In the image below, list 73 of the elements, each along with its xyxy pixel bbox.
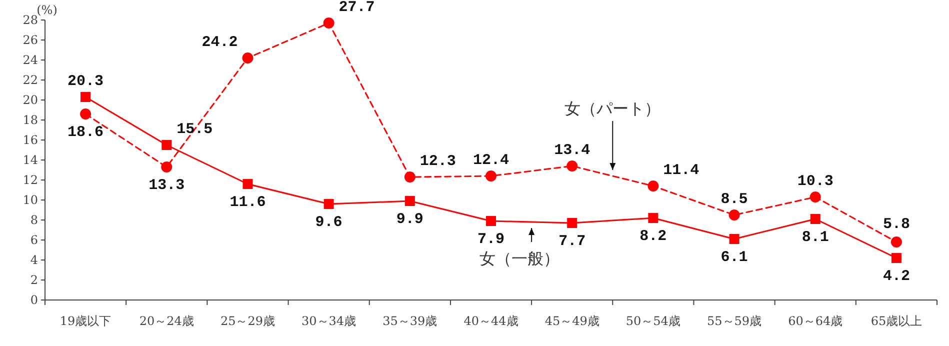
data-label: 27.7 — [338, 0, 375, 16]
data-label: 5.8 — [882, 216, 910, 233]
point — [242, 52, 254, 64]
point — [404, 196, 415, 206]
data-label: 7.7 — [558, 233, 586, 250]
x-tick-label: 60～64歳 — [788, 314, 843, 328]
data-label: 20.3 — [68, 73, 104, 90]
data-label: 11.4 — [663, 162, 700, 179]
data-label: 10.3 — [797, 173, 834, 190]
x-tick-label: 20～24歳 — [139, 314, 194, 328]
x-tick-label: 25～29歳 — [220, 314, 275, 328]
y-tick-label: 10 — [22, 193, 38, 207]
point — [728, 210, 740, 220]
y-axis-title: (%) — [36, 3, 58, 17]
data-label: 12.3 — [420, 153, 456, 170]
data-label: 9.9 — [396, 211, 424, 228]
point — [486, 216, 496, 226]
y-tick-label: 16 — [22, 133, 38, 147]
data-label: 7.9 — [477, 231, 505, 248]
data-label: 6.1 — [720, 249, 748, 266]
y-tick-label: 26 — [22, 33, 38, 47]
point — [486, 170, 496, 182]
point — [404, 172, 416, 182]
data-label: 8.1 — [802, 229, 829, 246]
point — [890, 236, 902, 248]
data-label: 18.6 — [68, 124, 104, 141]
x-tick-label: 19歳以下 — [60, 314, 112, 328]
point — [324, 199, 334, 209]
y-tick-label: 2 — [30, 273, 38, 287]
data-label: 9.6 — [315, 214, 342, 231]
point — [566, 160, 578, 172]
point — [567, 218, 578, 228]
x-tick-label: 55～59歳 — [707, 314, 762, 328]
data-label: 8.2 — [640, 228, 667, 245]
y-tick-label: 24 — [22, 53, 38, 67]
x-tick-label: 40～44歳 — [464, 314, 518, 328]
data-label: 13.4 — [554, 142, 590, 159]
y-tick-label: 4 — [30, 253, 38, 267]
point — [810, 214, 820, 224]
x-tick-label: 50～54歳 — [626, 314, 680, 328]
y-tick-label: 28 — [22, 13, 38, 27]
y-tick-label: 22 — [22, 73, 38, 87]
point — [729, 234, 740, 244]
series-label: 女（一般） — [480, 249, 560, 268]
text: 女（パート） — [564, 99, 661, 118]
data-label: 13.3 — [148, 177, 185, 194]
data-label: 12.4 — [472, 152, 510, 169]
point — [161, 162, 172, 172]
point — [648, 180, 659, 192]
data-label: 4.2 — [882, 268, 910, 285]
y-tick-label: 14 — [22, 153, 38, 167]
y-tick-label: 20 — [22, 93, 38, 107]
x-tick-label: 30～34歳 — [302, 314, 356, 328]
point — [80, 108, 92, 120]
point — [891, 253, 902, 263]
x-tick-label: 65歳以上 — [870, 314, 922, 328]
y-tick-label: 6 — [30, 233, 38, 247]
point — [323, 18, 334, 28]
data-label: 11.6 — [230, 194, 266, 211]
data-label: 15.5 — [176, 121, 213, 138]
y-tick-label: 8 — [30, 213, 38, 227]
x-tick-label: 35～39歳 — [382, 314, 438, 328]
point — [80, 92, 91, 102]
x-tick-label: 45～49歳 — [544, 314, 600, 328]
y-tick-label: 12 — [22, 173, 38, 187]
point — [162, 140, 172, 150]
point — [648, 213, 658, 223]
y-tick-label: 18 — [22, 113, 38, 127]
data-label: 24.2 — [202, 34, 238, 51]
point — [810, 192, 821, 202]
y-tick-label: 0 — [30, 293, 38, 307]
point — [242, 179, 253, 189]
data-label: 8.5 — [720, 191, 748, 208]
